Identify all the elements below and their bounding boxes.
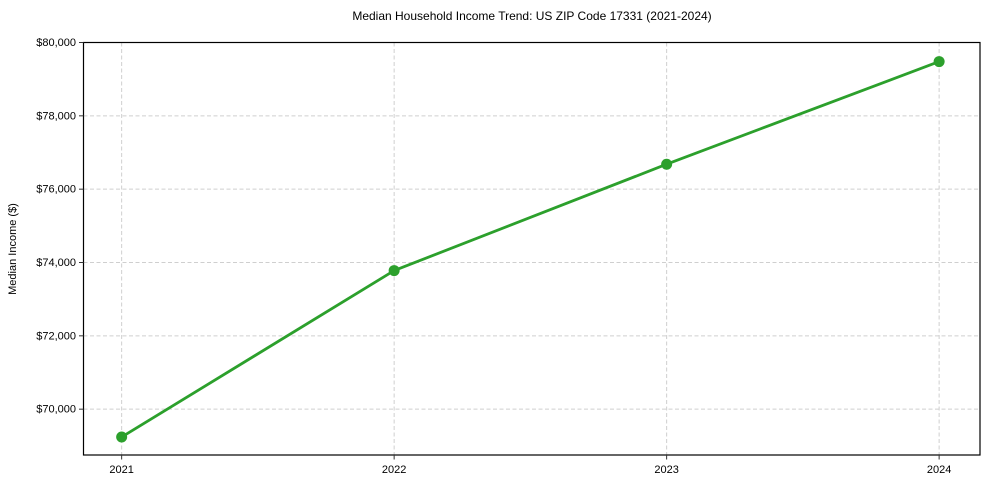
y-tick-label: $70,000 — [36, 404, 76, 416]
y-tick-label: $78,000 — [36, 110, 76, 122]
axes-spines — [82, 41, 981, 456]
x-tick-label: 2021 — [109, 464, 133, 476]
data-point-2021 — [116, 431, 128, 443]
y-tick-label: $74,000 — [36, 257, 76, 269]
data-point-2023 — [661, 158, 673, 170]
data-point-2024 — [933, 56, 945, 68]
y-tick-label: $72,000 — [36, 330, 76, 342]
x-tick-label: 2024 — [927, 464, 951, 476]
chart-title: Median Household Income Trend: US ZIP Co… — [352, 9, 712, 23]
trend-line — [120, 60, 941, 439]
y-tick-label: $76,000 — [36, 184, 76, 196]
x-tick-label: 2023 — [654, 464, 678, 476]
x-tick-label: 2022 — [382, 464, 406, 476]
y-tick-label: $80,000 — [36, 37, 76, 49]
data-point-2022 — [388, 265, 400, 277]
